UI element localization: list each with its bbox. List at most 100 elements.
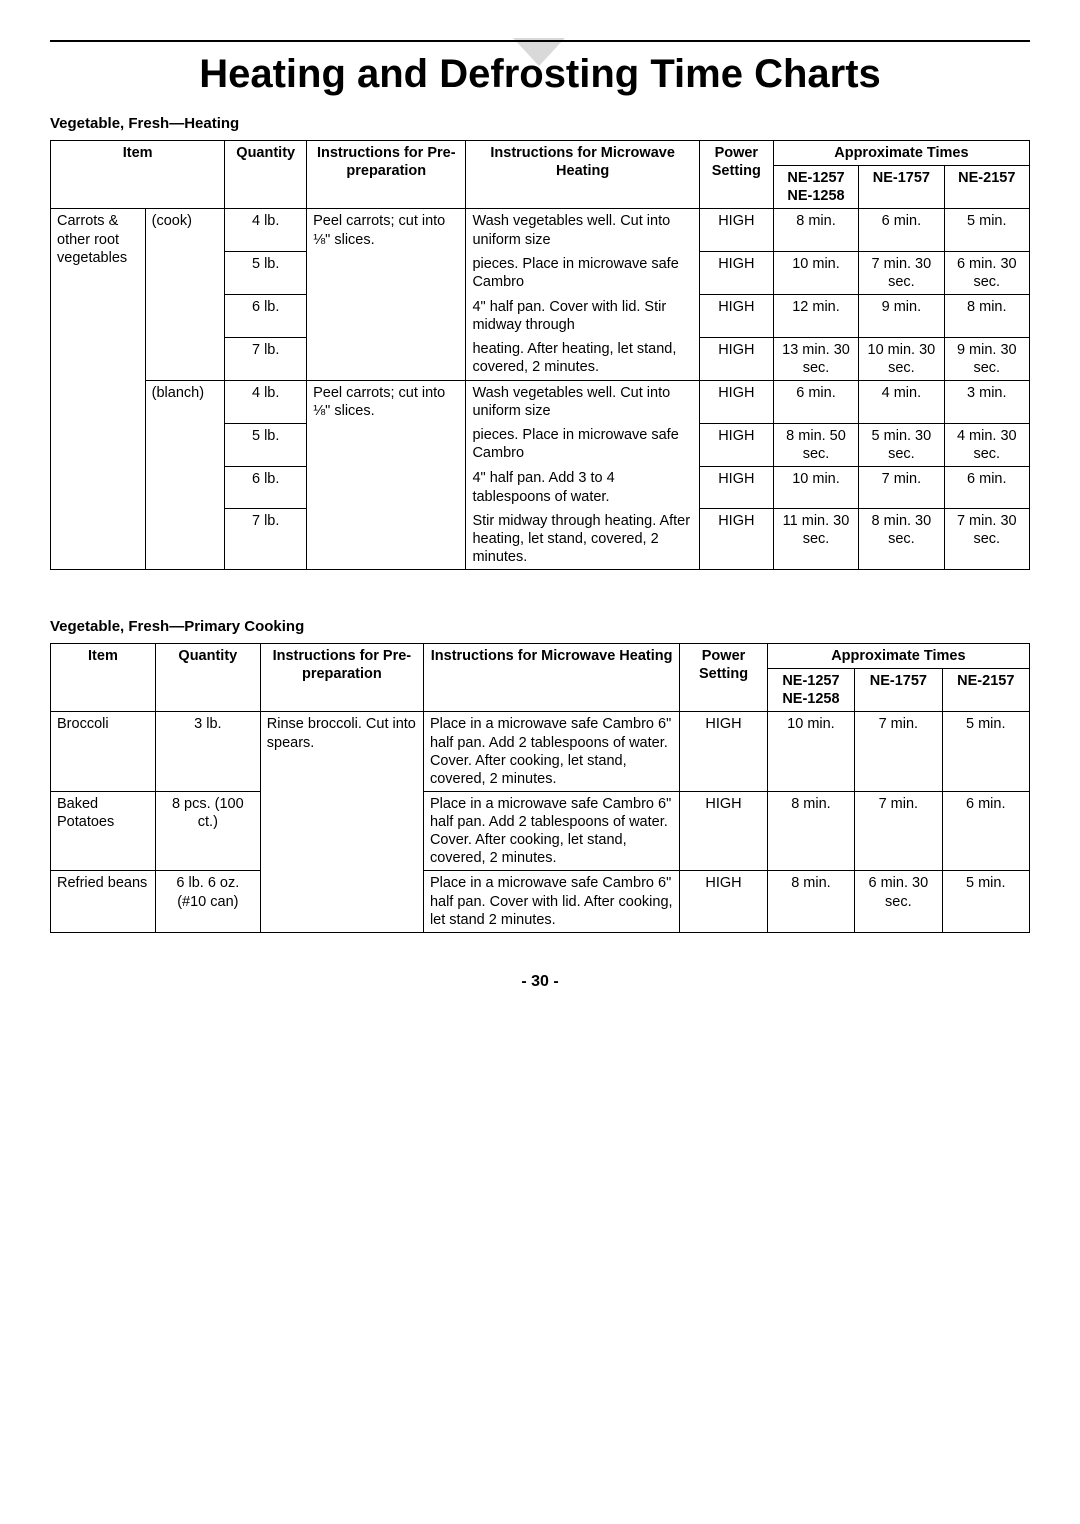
cell-t1: 10 min. xyxy=(773,252,858,295)
cell-heating: pieces. Place in microwave safe Cambro xyxy=(466,423,699,466)
cell-qty: 6 lb. xyxy=(225,466,307,508)
th-approx: Approximate Times xyxy=(767,644,1029,669)
table-row: Broccoli 3 lb. Rinse broccoli. Cut into … xyxy=(51,712,1030,792)
cell-power: HIGH xyxy=(699,380,773,423)
cell-item: Carrots & other root vegetables xyxy=(51,209,146,570)
cell-variant: (blanch) xyxy=(145,380,225,569)
cell-heating: Stir midway through heating. After heati… xyxy=(466,509,699,570)
cell-t3: 5 min. xyxy=(942,712,1029,792)
cell-t3: 4 min. 30 sec. xyxy=(944,423,1029,466)
cell-t3: 6 min. xyxy=(944,466,1029,508)
table-header-row: Item Quantity Instructions for Pre-prepa… xyxy=(51,141,1030,166)
cell-heating: heating. After heating, let stand, cover… xyxy=(466,337,699,380)
table-row: (blanch) 4 lb. Peel carrots; cut into ⅛"… xyxy=(51,380,1030,423)
cell-heating: Wash vegetables well. Cut into uniform s… xyxy=(466,380,699,423)
cell-power: HIGH xyxy=(699,509,773,570)
cell-t2: 7 min. xyxy=(855,791,942,871)
cell-power: HIGH xyxy=(680,791,767,871)
cell-variant: (cook) xyxy=(145,209,225,381)
th-power: Power Setting xyxy=(699,141,773,209)
cell-qty: 4 lb. xyxy=(225,209,307,252)
cell-t2: 7 min. xyxy=(855,712,942,792)
cell-power: HIGH xyxy=(680,871,767,932)
cell-t1: 13 min. 30 sec. xyxy=(773,337,858,380)
cell-t1: 10 min. xyxy=(773,466,858,508)
cell-power: HIGH xyxy=(699,423,773,466)
cell-power: HIGH xyxy=(699,466,773,508)
cell-t3: 9 min. 30 sec. xyxy=(944,337,1029,380)
cell-t2: 4 min. xyxy=(859,380,944,423)
th-m3: NE-2157 xyxy=(944,166,1029,209)
cell-heating: 4" half pan. Add 3 to 4 tablespoons of w… xyxy=(466,466,699,508)
cell-t1: 12 min. xyxy=(773,295,858,337)
cell-qty: 5 lb. xyxy=(225,423,307,466)
cell-t2: 10 min. 30 sec. xyxy=(859,337,944,380)
cell-t1: 6 min. xyxy=(773,380,858,423)
th-heating: Instructions for Microwave Heating xyxy=(423,644,679,712)
cell-qty: 7 lb. xyxy=(225,509,307,570)
cell-t3: 6 min. xyxy=(942,791,1029,871)
th-m2: NE-1757 xyxy=(859,166,944,209)
cell-qty: 6 lb. xyxy=(225,295,307,337)
th-power: Power Setting xyxy=(680,644,767,712)
section-label-1: Vegetable, Fresh—Heating xyxy=(50,115,1030,132)
cell-prep: Peel carrots; cut into ⅛" slices. xyxy=(307,209,466,381)
th-prep: Instructions for Pre-preparation xyxy=(260,644,423,712)
page-title: Heating and Defrosting Time Charts xyxy=(50,52,1030,97)
cell-t3: 8 min. xyxy=(944,295,1029,337)
cell-heating: Place in a microwave safe Cambro 6" half… xyxy=(423,791,679,871)
th-m3: NE-2157 xyxy=(942,669,1029,712)
th-item: Item xyxy=(51,141,225,209)
cell-t1: 11 min. 30 sec. xyxy=(773,509,858,570)
cell-heating: pieces. Place in microwave safe Cambro xyxy=(466,252,699,295)
cell-qty: 8 pcs. (100 ct.) xyxy=(155,791,260,871)
cell-qty: 4 lb. xyxy=(225,380,307,423)
cell-t2: 7 min. xyxy=(859,466,944,508)
cell-power: HIGH xyxy=(699,337,773,380)
cell-t3: 7 min. 30 sec. xyxy=(944,509,1029,570)
cell-qty: 7 lb. xyxy=(225,337,307,380)
cell-t2: 6 min. 30 sec. xyxy=(855,871,942,932)
cell-t1: 8 min. 50 sec. xyxy=(773,423,858,466)
table-primary-cooking: Item Quantity Instructions for Pre-prepa… xyxy=(50,643,1030,933)
cell-t2: 5 min. 30 sec. xyxy=(859,423,944,466)
cell-t3: 5 min. xyxy=(942,871,1029,932)
page-number: - 30 - xyxy=(50,973,1030,991)
cell-t1: 8 min. xyxy=(767,791,854,871)
cell-qty: 3 lb. xyxy=(155,712,260,792)
cell-power: HIGH xyxy=(699,252,773,295)
table-heating: Item Quantity Instructions for Pre-prepa… xyxy=(50,140,1030,570)
cell-prep: Rinse broccoli. Cut into spears. xyxy=(260,712,423,792)
top-rule xyxy=(50,40,1030,42)
cell-prep xyxy=(260,791,423,871)
cell-t3: 3 min. xyxy=(944,380,1029,423)
th-approx: Approximate Times xyxy=(773,141,1029,166)
cell-prep xyxy=(260,871,423,932)
cell-t2: 7 min. 30 sec. xyxy=(859,252,944,295)
cell-power: HIGH xyxy=(699,295,773,337)
th-m1: NE-1257 NE-1258 xyxy=(767,669,854,712)
th-quantity: Quantity xyxy=(155,644,260,712)
title-part2: Time Charts xyxy=(639,52,881,96)
cell-t1: 8 min. xyxy=(773,209,858,252)
th-heating: Instructions for Microwave Heating xyxy=(466,141,699,209)
table-row: Refried beans 6 lb. 6 oz. (#10 can) Plac… xyxy=(51,871,1030,932)
cell-t1: 8 min. xyxy=(767,871,854,932)
cell-t2: 6 min. xyxy=(859,209,944,252)
th-m2: NE-1757 xyxy=(855,669,942,712)
cell-power: HIGH xyxy=(699,209,773,252)
cell-qty: 5 lb. xyxy=(225,252,307,295)
th-quantity: Quantity xyxy=(225,141,307,209)
cell-heating: Place in a microwave safe Cambro 6" half… xyxy=(423,712,679,792)
table-row: Carrots & other root vegetables (cook) 4… xyxy=(51,209,1030,252)
title-part1: Heating and xyxy=(199,52,439,96)
cell-t2: 8 min. 30 sec. xyxy=(859,509,944,570)
cell-heating: Place in a microwave safe Cambro 6" half… xyxy=(423,871,679,932)
cell-item: Refried beans xyxy=(51,871,156,932)
cell-heating: Wash vegetables well. Cut into uniform s… xyxy=(466,209,699,252)
th-m1: NE-1257 NE-1258 xyxy=(773,166,858,209)
cell-prep: Peel carrots; cut into ⅛" slices. xyxy=(307,380,466,569)
th-item: Item xyxy=(51,644,156,712)
cell-t3: 5 min. xyxy=(944,209,1029,252)
cell-power: HIGH xyxy=(680,712,767,792)
